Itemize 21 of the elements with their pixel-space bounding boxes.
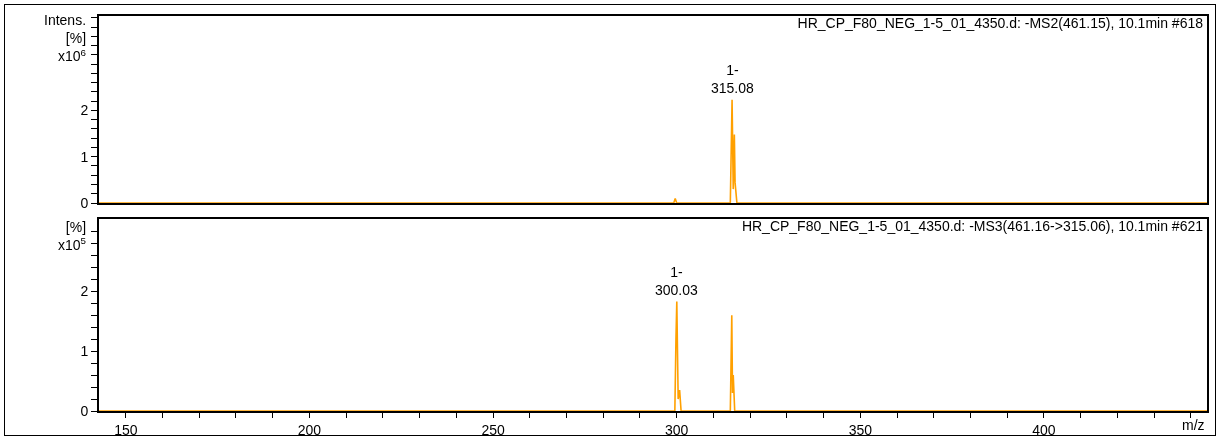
- x-tick-label: 200: [297, 421, 322, 438]
- y-tick-label: 0: [80, 194, 89, 211]
- annotation: 1- 315.08: [711, 62, 755, 97]
- x-tick-label: 150: [114, 421, 138, 438]
- y-axis-title: [%] x10$^{5}$: [58, 219, 87, 254]
- annotation: 1- 300.03: [655, 264, 699, 299]
- x-tick-label: 350: [848, 421, 873, 438]
- chart-title: HR_CP_F80_NEG_1-5_01_4350.d: -MS2(461.15), 10.1min #618: [797, 14, 1204, 31]
- y-tick-label: 1: [80, 343, 89, 360]
- y-tick-label: 2: [80, 283, 89, 300]
- x-tick-label: 250: [481, 421, 505, 438]
- y-axis-title: Intens. [%] x10$^{6}$: [44, 12, 87, 65]
- line-series: [99, 98, 1207, 203]
- y-tick-label: 2: [80, 102, 89, 119]
- y-tick-label: 0: [80, 402, 89, 419]
- line-series: [99, 300, 1207, 411]
- x-axis-title: m/z: [1182, 417, 1205, 433]
- x-tick-label: 300: [665, 421, 689, 438]
- chart-title: HR_CP_F80_NEG_1-5_01_4350.d: -MS3(461.16->315.06), 10.1min #621: [741, 217, 1204, 234]
- x-tick-label: 400: [1032, 421, 1056, 438]
- y-tick-label: 1: [80, 148, 89, 165]
